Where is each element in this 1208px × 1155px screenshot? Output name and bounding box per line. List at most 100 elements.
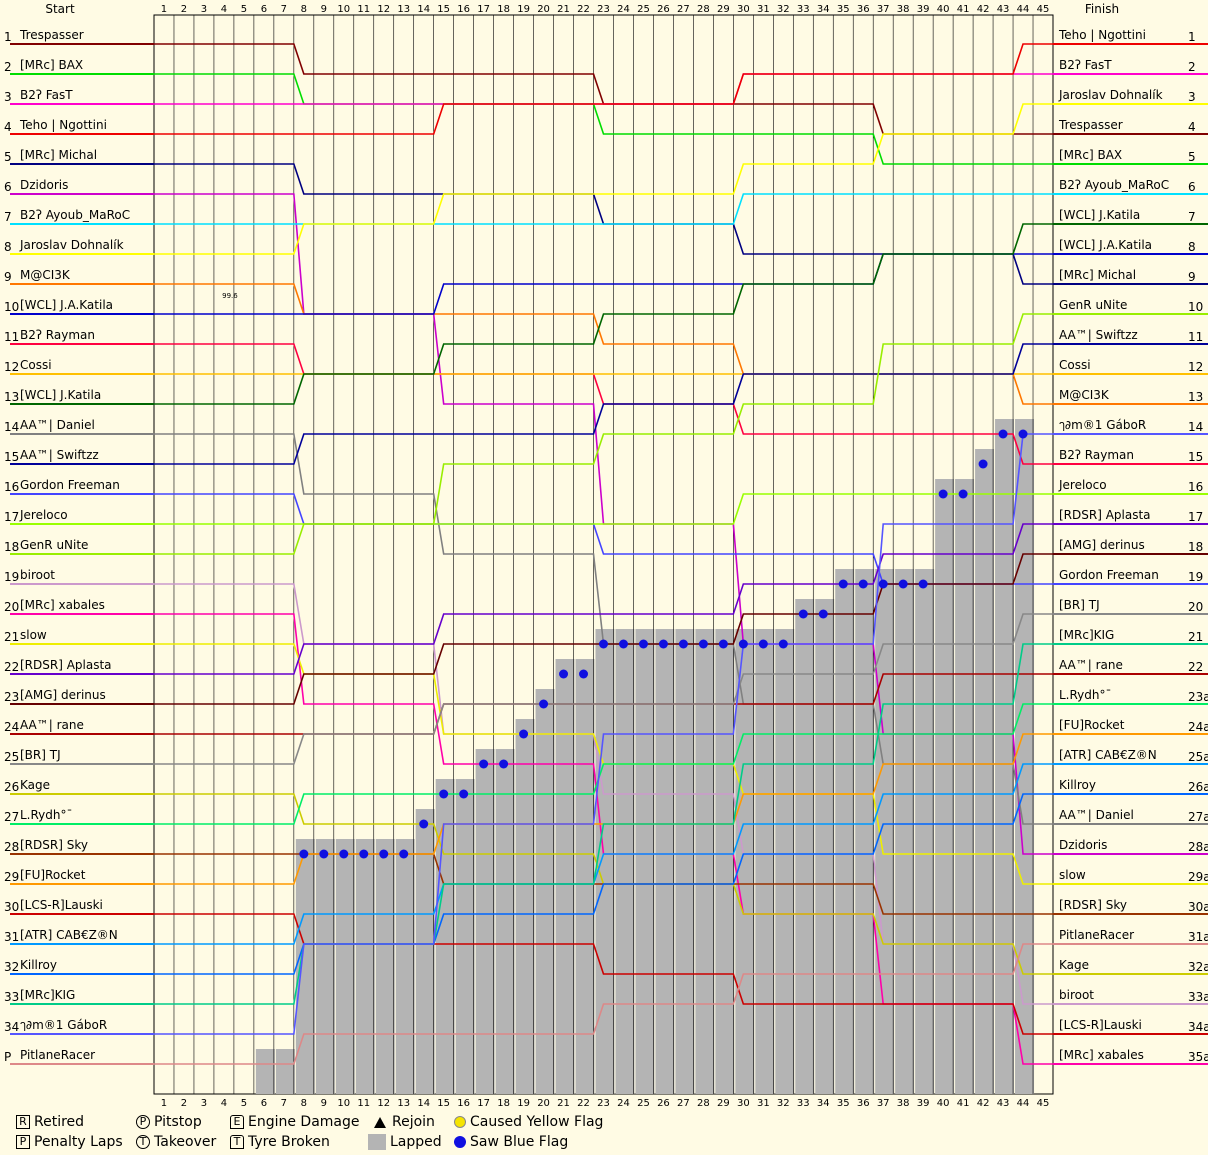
- lap-tick-label-bottom: 5: [241, 1098, 247, 1109]
- lapped-bar: [355, 839, 375, 1094]
- start-position-label: 25: [4, 750, 19, 764]
- finish-driver-name: Dzidoris: [1059, 838, 1107, 852]
- driver-position-line: [154, 223, 1053, 405]
- start-driver-name: AA™| rane: [20, 718, 84, 732]
- lapped-bar: [595, 629, 615, 1094]
- start-driver-name: Cossi: [20, 358, 52, 372]
- finish-driver-name: biroot: [1059, 988, 1094, 1002]
- engine-damage-icon: E: [230, 1115, 244, 1129]
- lap-tick-label-bottom: 2: [181, 1098, 187, 1109]
- lap-tick-label-top: 10: [337, 4, 350, 15]
- legend-label: Rejoin: [392, 1114, 435, 1130]
- blue-flag-marker: [379, 849, 389, 859]
- finish-driver-name: Gordon Freeman: [1059, 568, 1159, 582]
- lap-tick-label-top: 7: [281, 4, 287, 15]
- lapped-bar: [695, 629, 715, 1094]
- start-driver-name: [AMG] derinus: [20, 688, 106, 702]
- finish-position-label: 33a: [1188, 990, 1208, 1004]
- lapped-bar: [875, 569, 895, 1094]
- start-driver-name: [MRc] Michal: [20, 148, 97, 162]
- lapped-bar: [515, 719, 535, 1094]
- lap-tick-label-bottom: 29: [717, 1098, 730, 1109]
- start-position-label: 34: [4, 1020, 19, 1034]
- start-driver-name: L.Rydh°¯: [20, 808, 73, 822]
- start-driver-name: AA™| Swiftzz: [20, 448, 99, 462]
- start-position-label: 32: [4, 960, 19, 974]
- start-driver-name: B2ʔ Rayman: [20, 328, 95, 342]
- finish-position-label: 8: [1188, 240, 1196, 254]
- lap-tick-label-bottom: 44: [1017, 1098, 1030, 1109]
- lapped-bar: [555, 659, 575, 1094]
- start-driver-name: Kage: [20, 778, 50, 792]
- lap-tick-label-top: 38: [897, 4, 910, 15]
- lap-tick-label-bottom: 6: [261, 1098, 267, 1109]
- blue-flag-marker: [918, 579, 928, 589]
- legend-label: Caused Yellow Flag: [470, 1114, 604, 1130]
- lapped-bar: [955, 479, 975, 1094]
- lap-tick-label-bottom: 8: [301, 1098, 307, 1109]
- lapped-bar: [575, 659, 595, 1094]
- blue-flag-marker: [718, 639, 728, 649]
- finish-driver-name: [MRc] BAX: [1059, 148, 1122, 162]
- finish-position-label: 35a: [1188, 1050, 1208, 1064]
- start-driver-name: [RDSR] Aplasta: [20, 658, 112, 672]
- start-position-label: 18: [4, 540, 19, 554]
- lap-tick-label-top: 16: [457, 4, 470, 15]
- blue-flag-marker: [838, 579, 848, 589]
- lap-tick-label-top: 18: [497, 4, 510, 15]
- lap-tick-label-bottom: 28: [697, 1098, 710, 1109]
- rejoin-icon: [374, 1116, 386, 1128]
- lap-tick-label-bottom: 31: [757, 1098, 770, 1109]
- lap-tick-label-bottom: 9: [321, 1098, 327, 1109]
- blue-flag-marker: [978, 459, 988, 469]
- start-position-label: 23: [4, 690, 19, 704]
- lapped-bar: [275, 1049, 295, 1094]
- driver-position-line: [154, 553, 1053, 705]
- lapped-bar: [995, 419, 1015, 1094]
- blue-flag-marker: [419, 819, 429, 829]
- driver-position-line: [154, 943, 1053, 1065]
- driver-position-line: [154, 43, 1053, 135]
- start-position-label: 10: [4, 300, 19, 314]
- lapped-swatch: [368, 1134, 386, 1150]
- lapped-bar: [835, 569, 855, 1094]
- start-driver-name: PitlaneRacer: [20, 1048, 95, 1062]
- lap-tick-label-top: 36: [857, 4, 870, 15]
- lap-tick-label-bottom: 17: [477, 1098, 490, 1109]
- lapped-bar: [615, 629, 635, 1094]
- blue-flag-marker: [459, 789, 469, 799]
- blue-flag-marker: [658, 639, 668, 649]
- finish-driver-name: [RDSR] Sky: [1059, 898, 1127, 912]
- finish-position-label: 18: [1188, 540, 1203, 554]
- lap-tick-label-bottom: 4: [221, 1098, 227, 1109]
- lapped-bar: [1015, 419, 1035, 1094]
- blue-flag-marker: [579, 669, 589, 679]
- finish-driver-name: Cossi: [1059, 358, 1091, 372]
- lap-tick-label-bottom: 22: [577, 1098, 590, 1109]
- finish-position-label: 13: [1188, 390, 1203, 404]
- finish-position-label: 7: [1188, 210, 1196, 224]
- blue-flag-marker: [599, 639, 608, 649]
- blue-flag-marker: [399, 849, 409, 859]
- finish-position-label: 16: [1188, 480, 1203, 494]
- lapped-bar: [455, 779, 475, 1094]
- finish-driver-name: [LCS-R]Lauski: [1059, 1018, 1142, 1032]
- finish-position-label: 32a: [1188, 960, 1208, 974]
- start-driver-name: [LCS-R]Lauski: [20, 898, 103, 912]
- start-driver-name: biroot: [20, 568, 55, 582]
- start-position-label: 1: [4, 30, 12, 44]
- legend-yellow-flag: Caused Yellow Flag: [454, 1114, 603, 1130]
- lap-tick-label-top: 23: [597, 4, 610, 15]
- finish-driver-name: AA™| Swiftzz: [1059, 328, 1138, 342]
- finish-driver-name: AA™| Daniel: [1059, 808, 1134, 822]
- finish-driver-name: Teho | Ngottini: [1058, 28, 1146, 42]
- start-position-label: 4: [4, 120, 12, 134]
- lap-tick-label-bottom: 23: [597, 1098, 610, 1109]
- start-driver-name: Killroy: [20, 958, 57, 972]
- lap-tick-label-top: 19: [517, 4, 530, 15]
- lap-tick-label-bottom: 3: [201, 1098, 207, 1109]
- lap-tick-label-top: 25: [637, 4, 650, 15]
- start-header: Start: [45, 2, 75, 16]
- finish-driver-name: Kage: [1059, 958, 1089, 972]
- lapped-bar: [255, 1049, 275, 1094]
